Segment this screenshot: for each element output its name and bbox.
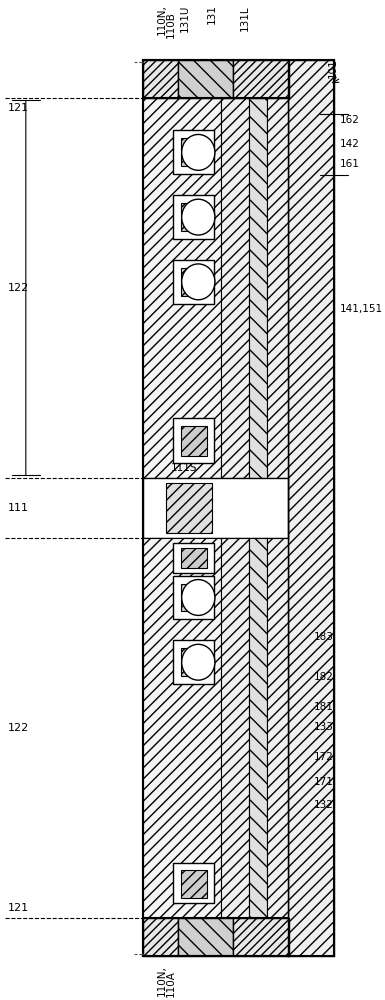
Bar bbox=[288, 60, 334, 956]
Bar bbox=[181, 268, 207, 296]
Bar bbox=[173, 543, 214, 573]
Bar bbox=[181, 203, 207, 231]
Text: 111S: 111S bbox=[171, 463, 197, 473]
Text: 171: 171 bbox=[313, 777, 333, 787]
Bar bbox=[221, 538, 249, 918]
Bar bbox=[181, 426, 207, 456]
Bar bbox=[268, 538, 288, 918]
Text: 131U: 131U bbox=[179, 4, 189, 32]
Circle shape bbox=[182, 199, 215, 235]
Circle shape bbox=[182, 580, 215, 615]
Text: 121: 121 bbox=[7, 903, 28, 913]
Text: 122: 122 bbox=[7, 283, 28, 293]
Text: 181: 181 bbox=[313, 702, 333, 712]
Text: 141,151: 141,151 bbox=[339, 304, 382, 314]
Bar bbox=[173, 863, 214, 903]
Bar bbox=[173, 418, 214, 463]
Text: 182: 182 bbox=[313, 672, 333, 682]
Circle shape bbox=[182, 264, 215, 300]
Text: 110N,: 110N, bbox=[156, 5, 166, 35]
Text: 131: 131 bbox=[207, 4, 217, 24]
Text: 121: 121 bbox=[7, 103, 28, 113]
Text: 110N,: 110N, bbox=[156, 965, 166, 996]
Bar bbox=[181, 870, 207, 898]
Circle shape bbox=[182, 644, 215, 680]
Text: 172: 172 bbox=[313, 752, 333, 762]
Text: 132: 132 bbox=[313, 800, 333, 810]
Bar bbox=[178, 918, 233, 956]
Bar bbox=[268, 98, 288, 478]
Text: 161: 161 bbox=[339, 159, 359, 169]
Text: 142: 142 bbox=[339, 139, 359, 149]
Circle shape bbox=[182, 134, 215, 170]
Text: 111: 111 bbox=[7, 503, 28, 513]
Bar bbox=[181, 648, 207, 676]
Bar bbox=[178, 60, 233, 98]
Text: 101: 101 bbox=[327, 58, 337, 78]
Text: 133: 133 bbox=[313, 722, 333, 732]
Bar bbox=[181, 138, 207, 166]
Bar bbox=[221, 98, 249, 478]
Bar bbox=[143, 478, 288, 538]
Text: 110A: 110A bbox=[166, 970, 176, 997]
Bar bbox=[181, 548, 207, 568]
Text: 110B: 110B bbox=[166, 11, 176, 38]
Bar bbox=[143, 60, 178, 98]
Text: 162: 162 bbox=[339, 115, 359, 125]
Bar bbox=[143, 918, 178, 956]
Text: 131L: 131L bbox=[239, 5, 249, 31]
Bar bbox=[143, 98, 221, 478]
Bar bbox=[173, 640, 214, 684]
Text: 183: 183 bbox=[313, 632, 333, 642]
Bar bbox=[166, 483, 212, 533]
Bar bbox=[233, 918, 289, 956]
Bar bbox=[173, 195, 214, 239]
Bar bbox=[233, 60, 289, 98]
Text: 122: 122 bbox=[7, 723, 28, 733]
Bar bbox=[181, 584, 207, 611]
Bar bbox=[249, 538, 268, 918]
Bar bbox=[173, 130, 214, 174]
Bar bbox=[173, 576, 214, 619]
Bar bbox=[143, 538, 221, 918]
Bar bbox=[173, 260, 214, 304]
Bar bbox=[249, 98, 268, 478]
